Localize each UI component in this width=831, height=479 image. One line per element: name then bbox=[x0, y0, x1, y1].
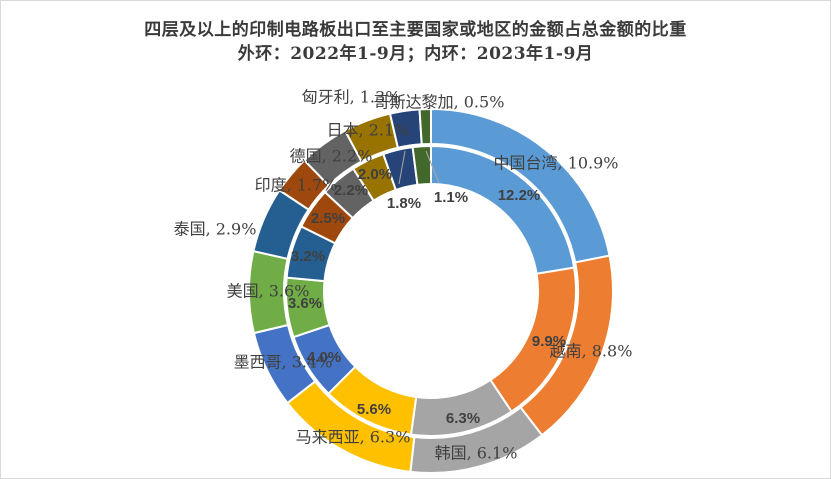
inner-label-6: 3.6% bbox=[288, 295, 322, 312]
inner-label-4: 5.6% bbox=[357, 401, 391, 418]
outer-label-3: 韩国, 6.1% bbox=[435, 444, 518, 463]
inner-label-7: 3.2% bbox=[291, 248, 325, 265]
outer-label-4: 马来西亚, 6.3% bbox=[296, 428, 411, 447]
inner-label-5: 4.0% bbox=[307, 349, 341, 366]
inner-label-9: 2.2% bbox=[334, 182, 368, 199]
outer-label-11: 匈牙利, 1.3% bbox=[302, 88, 401, 107]
outer-label-6: 美国, 3.6% bbox=[227, 282, 310, 301]
outer-label-10: 日本, 2.1% bbox=[327, 121, 410, 140]
inner-label-8: 2.5% bbox=[311, 210, 345, 227]
chart-subtitle: 外环：2022年1-9月；内环：2023年1-9月 bbox=[237, 44, 594, 64]
outer-label-8: 印度, 1.7% bbox=[255, 176, 338, 195]
inner-ring bbox=[285, 144, 577, 437]
outer-label-2: 越南, 8.8% bbox=[550, 342, 633, 361]
chart-title: 四层及以上的印制电路板出口至主要国家或地区的金额占总金额的比重 bbox=[144, 20, 687, 40]
inner-slice-12 bbox=[411, 144, 432, 186]
outer-label-7: 泰国, 2.9% bbox=[174, 220, 257, 239]
inner-label-3: 6.3% bbox=[446, 410, 480, 427]
outer-label-12: 哥斯达黎加, 0.5% bbox=[374, 93, 505, 112]
leader-line-2 bbox=[425, 150, 440, 184]
outer-label-5: 墨西哥, 3.4% bbox=[234, 353, 333, 372]
inner-label-10: 2.0% bbox=[358, 166, 392, 183]
outer-label-1: 中国台湾, 10.9% bbox=[493, 154, 618, 173]
inner-label-12: 1.1% bbox=[434, 189, 468, 206]
data-labels: 中国台湾, 10.9% 越南, 8.8% 韩国, 6.1% 马来西亚, 6.3% 墨西哥… bbox=[174, 88, 633, 463]
inner-label-1: 12.2% bbox=[498, 187, 541, 204]
outer-ring bbox=[248, 107, 614, 474]
inner-label-2: 9.9% bbox=[532, 333, 566, 350]
leader-line-1 bbox=[398, 150, 406, 185]
outer-label-9: 德国, 2.2% bbox=[290, 147, 373, 166]
leader-lines bbox=[398, 150, 440, 185]
outer-slice-12 bbox=[418, 107, 432, 146]
inner-label-11: 1.8% bbox=[387, 195, 421, 212]
